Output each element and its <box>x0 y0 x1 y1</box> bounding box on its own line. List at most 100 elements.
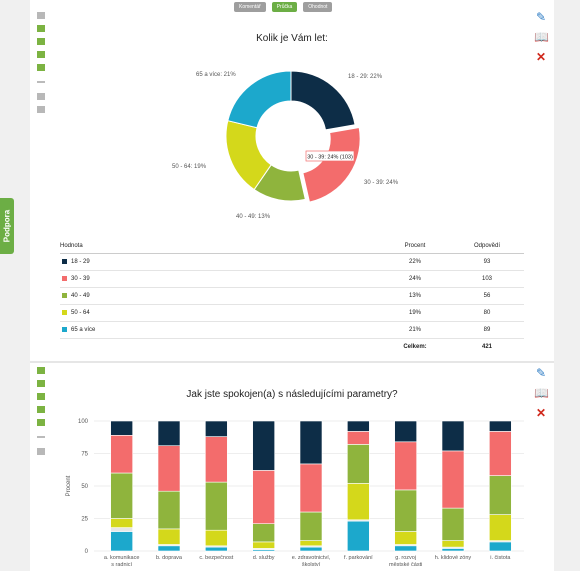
bar-segment <box>157 528 181 545</box>
bar-segment <box>394 489 417 532</box>
bar-segment <box>489 431 512 476</box>
pie-chart-icon[interactable] <box>37 38 45 45</box>
bar-segment <box>252 523 275 543</box>
slice-label: 50 - 64: 19% <box>172 164 207 170</box>
y-tick-label: 0 <box>85 549 89 555</box>
bar-chart-icon[interactable] <box>37 51 45 58</box>
bar-segment <box>347 483 370 521</box>
list-icon[interactable] <box>37 93 45 100</box>
bar-segment <box>299 546 323 552</box>
column-chart-icon[interactable] <box>37 64 45 71</box>
bar-segment <box>205 546 228 552</box>
chart-view-icon[interactable] <box>37 380 45 387</box>
row-percent: 24% <box>380 270 450 288</box>
slice-label: 30 - 39: 24% <box>364 180 399 186</box>
row-percent: 22% <box>380 253 450 271</box>
support-side-tab[interactable]: Podpora <box>0 198 14 254</box>
slice-label: 40 - 49: 13% <box>236 214 271 220</box>
divider-icon <box>37 81 45 83</box>
row-label: 40 - 49 <box>71 293 90 300</box>
header-value: Hodnota <box>60 240 380 254</box>
bar-segment <box>110 420 133 436</box>
bar-segment <box>347 520 370 552</box>
total-label: Celkem: <box>403 344 427 350</box>
tab-comment[interactable]: Komentář <box>234 2 266 12</box>
chart-view-icon[interactable] <box>37 25 45 32</box>
top-tabs: Komentář Průčka Ohodnot <box>234 2 333 12</box>
pencil-icon[interactable]: ✎ <box>535 366 547 380</box>
pie-chart: 18 - 29: 22% 30 - 39: 24% 40 - 49: 13% 50 -… <box>172 70 399 220</box>
bar-segment <box>347 444 370 484</box>
bar-segment <box>441 420 465 452</box>
x-tick-label: f. parkování <box>344 555 373 561</box>
list-icon[interactable] <box>37 448 45 455</box>
close-icon[interactable]: ✕ <box>535 50 547 64</box>
table-row: 30 - 39 24% 103 <box>60 270 524 288</box>
table-row: 40 - 49 13% 56 <box>60 287 524 305</box>
slice-label: 18 - 29: 22% <box>348 74 383 80</box>
table-row: 50 - 64 19% 80 <box>60 304 524 322</box>
row-label: 65 a více <box>71 327 96 334</box>
book-icon[interactable]: 📖 <box>534 386 549 400</box>
bar-segment <box>110 531 133 552</box>
export-icon[interactable] <box>37 106 45 113</box>
bar-segment <box>157 490 181 530</box>
legend-swatch <box>62 292 67 298</box>
total-value: 421 <box>481 344 492 350</box>
pie-slice <box>290 70 356 131</box>
bar-segment <box>157 420 181 447</box>
x-tick-label: s radnicí <box>111 562 132 568</box>
x-tick-label: h. klidové zóny <box>435 555 472 561</box>
row-count: 89 <box>450 321 524 339</box>
close-icon[interactable]: ✕ <box>535 406 547 420</box>
pie-chart-title: Kolik je Vám let: <box>256 33 328 44</box>
table-header-row: Hodnota Procent Odpovědí <box>60 240 524 254</box>
x-tick-label: e. zdravotnictví, <box>292 555 331 561</box>
table-view-icon[interactable] <box>37 12 45 19</box>
divider-icon <box>37 436 45 438</box>
right-toolbar-1: ✎ 📖 ✕ <box>534 10 550 70</box>
x-tick-label: d. služby <box>253 555 275 561</box>
x-tick-label: školství <box>302 562 321 568</box>
slice-label: 65 a více: 21% <box>196 72 236 78</box>
bar-segment <box>205 481 228 531</box>
bar-segment <box>441 450 465 509</box>
x-tick-label: a. komunikace <box>104 555 139 561</box>
pencil-icon[interactable]: ✎ <box>535 10 547 24</box>
bar-segment <box>110 435 133 474</box>
book-icon[interactable]: 📖 <box>534 30 549 44</box>
x-tick-label: i. čistota <box>490 555 511 561</box>
bar-segment <box>252 420 275 471</box>
tab-survey[interactable]: Průčka <box>271 2 298 12</box>
y-tick-label: 75 <box>81 452 88 458</box>
panel-separator <box>30 361 554 363</box>
tooltip-box <box>305 150 355 162</box>
results-table: Hodnota Procent Odpovědí 18 - 29 22% 93 … <box>60 240 524 355</box>
bar-segment <box>110 518 133 528</box>
stacked-chart-icon[interactable] <box>37 419 45 426</box>
bar-segment <box>299 463 323 513</box>
x-tick-label: c. bezpečnost <box>199 555 233 561</box>
legend-swatch <box>62 258 67 264</box>
header-percent: Procent <box>380 240 450 254</box>
y-tick-label: 100 <box>78 419 89 425</box>
bar-segment <box>347 431 370 445</box>
row-percent: 21% <box>380 321 450 339</box>
bar-segment <box>157 445 181 492</box>
row-count: 80 <box>450 304 524 322</box>
x-tick-label: městské části <box>389 562 422 568</box>
column-chart-icon[interactable] <box>37 406 45 413</box>
row-count: 103 <box>450 270 524 288</box>
x-tick-label: b. doprava <box>156 555 183 561</box>
bar-segment <box>205 436 228 483</box>
bar-segment <box>299 511 323 541</box>
bar-segment <box>441 540 465 548</box>
table-row: 65 a více 21% 89 <box>60 321 524 339</box>
pie-slice <box>227 70 292 129</box>
tab-rate[interactable]: Ohodnot <box>303 2 333 12</box>
table-view-icon[interactable] <box>37 367 45 374</box>
bar-chart-icon[interactable] <box>37 393 45 400</box>
row-percent: 13% <box>380 287 450 305</box>
row-label: 18 - 29 <box>71 259 90 266</box>
y-tick-label: 25 <box>81 517 88 523</box>
